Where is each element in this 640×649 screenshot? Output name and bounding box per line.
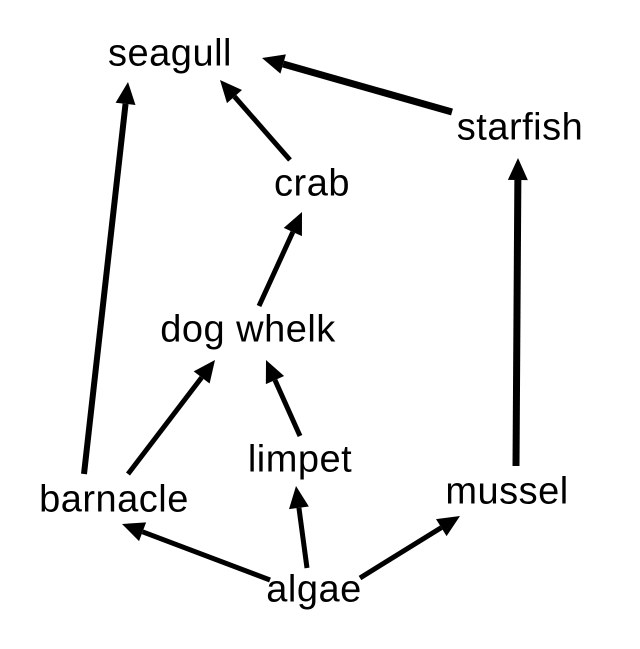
arrowhead-starfish-to-seagull	[262, 54, 286, 73]
node-seagull: seagull	[108, 33, 232, 76]
node-algae: algae	[266, 569, 361, 612]
arrowhead-algae-to-limpet	[289, 486, 309, 509]
arrowhead-crab-to-seagull	[220, 80, 242, 103]
node-starfish: starfish	[457, 107, 583, 150]
edge-starfish-to-seagull	[283, 64, 452, 112]
food-web-diagram: seagull starfish crab dog whelk limpet barnac…	[0, 0, 640, 649]
node-mussel: mussel	[445, 471, 568, 514]
arrowhead-algae-to-mussel	[436, 516, 460, 536]
arrowhead-dogwhelk-to-crab	[284, 212, 302, 236]
edge-limpet-to-dogwhelk	[275, 380, 300, 436]
edge-crab-to-seagull	[234, 97, 290, 160]
edge-algae-to-mussel	[360, 528, 441, 578]
arrowhead-algae-to-barnacle	[122, 522, 146, 541]
arrowhead-mussel-to-starfish	[508, 158, 528, 180]
edge-dogwhelk-to-crab	[259, 232, 293, 306]
node-barnacle: barnacle	[39, 479, 189, 522]
arrowhead-limpet-to-dogwhelk	[266, 360, 284, 384]
node-crab: crab	[274, 163, 350, 206]
edge-barnacle-to-dogwhelk	[128, 377, 202, 474]
arrowhead-barnacle-to-dogwhelk	[194, 360, 215, 384]
arrowhead-barnacle-to-seagull	[116, 82, 136, 105]
node-limpet: limpet	[248, 439, 352, 482]
node-dogwhelk: dog whelk	[160, 309, 336, 352]
edge-mussel-to-starfish	[516, 180, 518, 466]
edge-algae-to-limpet	[299, 508, 307, 568]
edge-barnacle-to-seagull	[84, 104, 126, 474]
edge-algae-to-barnacle	[143, 532, 270, 580]
